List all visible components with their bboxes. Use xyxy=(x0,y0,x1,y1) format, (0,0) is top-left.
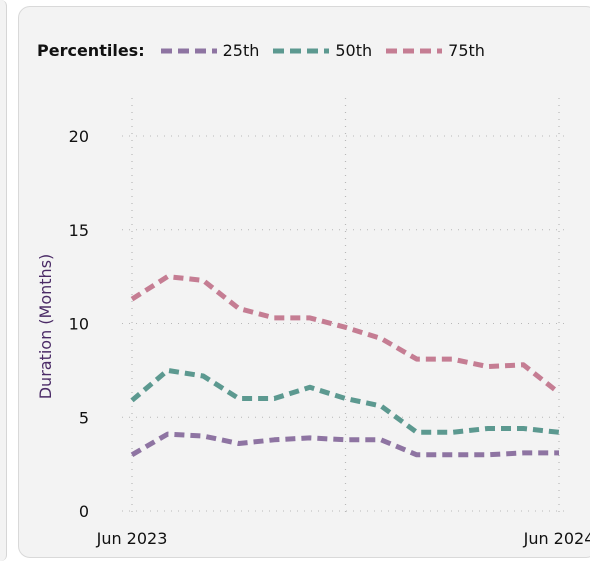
legend: Percentiles: 25th 50th 75th xyxy=(37,41,497,60)
legend-item-25th[interactable]: 25th xyxy=(159,41,260,60)
legend-swatch-75th xyxy=(386,48,443,53)
adjacent-panel-edge xyxy=(0,0,7,561)
legend-swatch-25th xyxy=(160,48,217,53)
chart-card: Percentiles: 25th 50th 75th 0 5 10 15 20 Jun … xyxy=(18,6,590,558)
legend-label-75th: 75th xyxy=(448,41,485,60)
legend-label-50th: 50th xyxy=(335,41,373,60)
series-line-25th xyxy=(130,431,559,458)
y-tick-label-20: 20 xyxy=(69,127,89,146)
y-axis-title: Duration (Months) xyxy=(36,254,55,400)
legend-label-25th: 25th xyxy=(222,41,260,60)
legend-item-50th[interactable]: 50th xyxy=(271,41,372,60)
series-line-75th xyxy=(130,274,561,395)
legend-title: Percentiles: xyxy=(37,41,145,60)
x-tick-label-2024-06: Jun 2024 xyxy=(523,529,590,548)
y-tick-label-0: 0 xyxy=(79,502,89,521)
y-tick-label-15: 15 xyxy=(69,221,89,240)
x-tick-label-2023-06: Jun 2023 xyxy=(96,529,168,548)
series-line-50th xyxy=(130,367,560,435)
legend-item-75th[interactable]: 75th xyxy=(384,41,485,60)
y-tick-label-5: 5 xyxy=(79,408,89,427)
line-chart: 0 5 10 15 20 Jun 2023 Jun 2024 Duration (Months… xyxy=(36,98,590,548)
legend-swatch-50th xyxy=(273,48,330,53)
y-tick-label-10: 10 xyxy=(69,315,89,334)
